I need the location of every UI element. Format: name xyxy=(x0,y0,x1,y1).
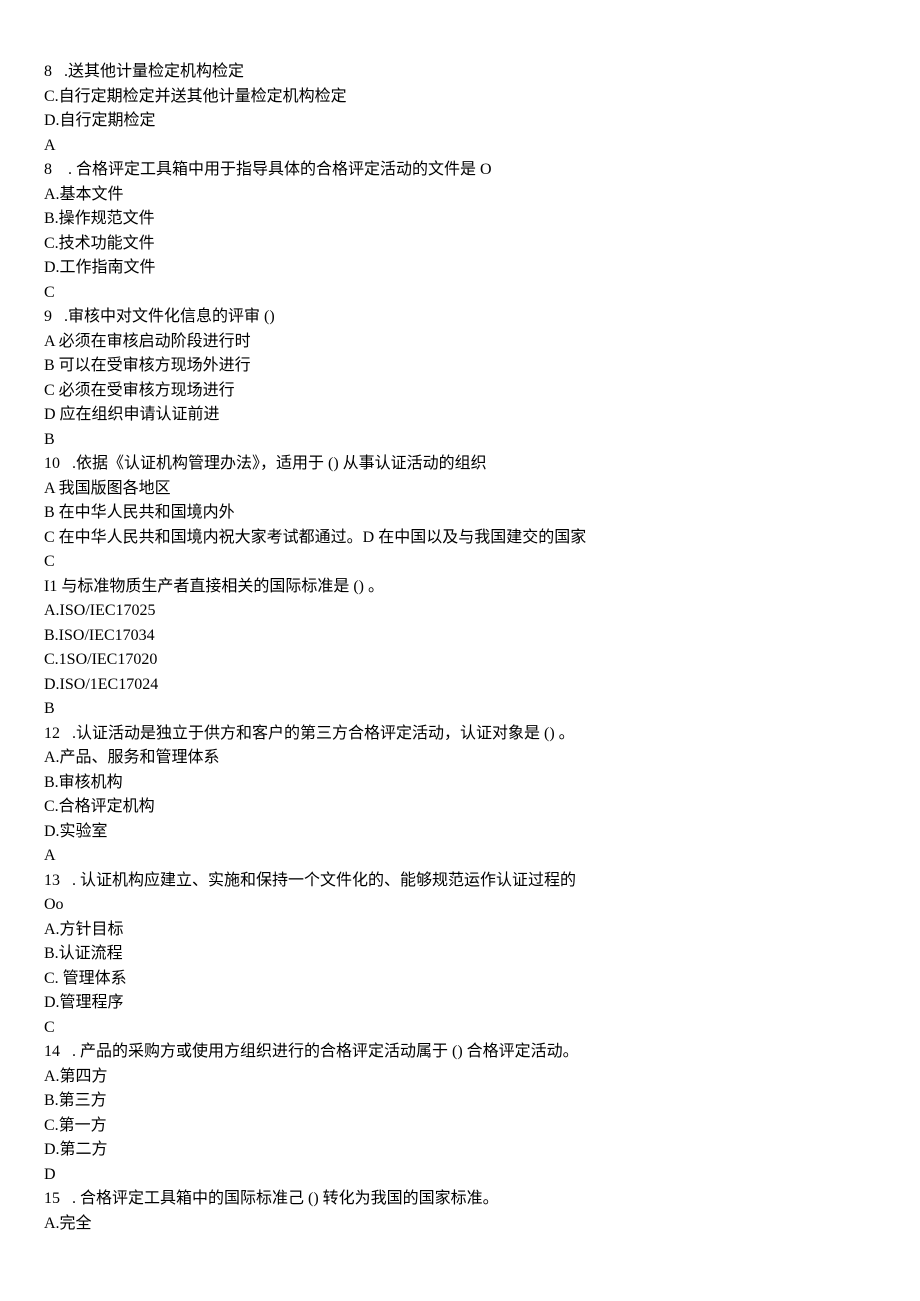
option-line: B.认证流程 xyxy=(44,942,876,967)
option-line: D.工作指南文件 xyxy=(44,256,876,281)
option-line: B.审核机构 xyxy=(44,771,876,796)
answer-line: B xyxy=(44,428,876,453)
answer-line: C xyxy=(44,281,876,306)
question-line: 8 . 合格评定工具箱中用于指导具体的合格评定活动的文件是 O xyxy=(44,158,876,183)
option-line: B.ISO/IEC17034 xyxy=(44,624,876,649)
question-line: 10 .依据《认证机构管理办法》，适用于 () 从事认证活动的组织 xyxy=(44,452,876,477)
option-line: A.基本文件 xyxy=(44,183,876,208)
option-line: C. 管理体系 xyxy=(44,967,876,992)
option-line: D.第二方 xyxy=(44,1138,876,1163)
answer-line: D xyxy=(44,1163,876,1188)
option-line: A.产品、服务和管理体系 xyxy=(44,746,876,771)
option-line: C 必须在受审核方现场进行 xyxy=(44,379,876,404)
option-line: D.管理程序 xyxy=(44,991,876,1016)
answer-line: C xyxy=(44,1016,876,1041)
option-line: C.第一方 xyxy=(44,1114,876,1139)
option-line: D 应在组织申请认证前进 xyxy=(44,403,876,428)
text-line: D.自行定期检定 xyxy=(44,109,876,134)
option-line: C 在中华人民共和国境内祝大家考试都通过。D 在中国以及与我国建交的国家 xyxy=(44,526,876,551)
answer-line: A xyxy=(44,134,876,159)
option-line: A.方针目标 xyxy=(44,918,876,943)
option-line: A.完全 xyxy=(44,1212,876,1237)
option-line: D.实验室 xyxy=(44,820,876,845)
answer-line: B xyxy=(44,697,876,722)
option-line: A.ISO/IEC17025 xyxy=(44,599,876,624)
question-line: 12 .认证活动是独立于供方和客户的第三方合格评定活动，认证对象是 () 。 xyxy=(44,722,876,747)
question-line: 14 . 产品的采购方或使用方组织进行的合格评定活动属于 () 合格评定活动。 xyxy=(44,1040,876,1065)
question-line: I1 与标准物质生产者直接相关的国际标准是 () 。 xyxy=(44,575,876,600)
option-line: A 我国版图各地区 xyxy=(44,477,876,502)
option-line: B.第三方 xyxy=(44,1089,876,1114)
option-line: B 在中华人民共和国境内外 xyxy=(44,501,876,526)
document-body: 8 .送其他计量检定机构检定 C.自行定期检定并送其他计量检定机构检定 D.自行… xyxy=(44,60,876,1236)
question-line: 13 . 认证机构应建立、实施和保持一个文件化的、能够规范运作认证过程的 xyxy=(44,869,876,894)
option-line: B 可以在受审核方现场外进行 xyxy=(44,354,876,379)
option-line: C.合格评定机构 xyxy=(44,795,876,820)
answer-line: C xyxy=(44,550,876,575)
text-line: 8 .送其他计量检定机构检定 xyxy=(44,60,876,85)
option-line: C.1SO/IEC17020 xyxy=(44,648,876,673)
option-line: C.技术功能文件 xyxy=(44,232,876,257)
option-line: B.操作规范文件 xyxy=(44,207,876,232)
question-line: 9 .审核中对文件化信息的评审 () xyxy=(44,305,876,330)
option-line: A.第四方 xyxy=(44,1065,876,1090)
question-line: 15 . 合格评定工具箱中的国际标准己 () 转化为我国的国家标准。 xyxy=(44,1187,876,1212)
option-line: D.ISO/1EC17024 xyxy=(44,673,876,698)
answer-line: A xyxy=(44,844,876,869)
text-line: C.自行定期检定并送其他计量检定机构检定 xyxy=(44,85,876,110)
text-line: Oo xyxy=(44,893,876,918)
option-line: A 必须在审核启动阶段进行时 xyxy=(44,330,876,355)
